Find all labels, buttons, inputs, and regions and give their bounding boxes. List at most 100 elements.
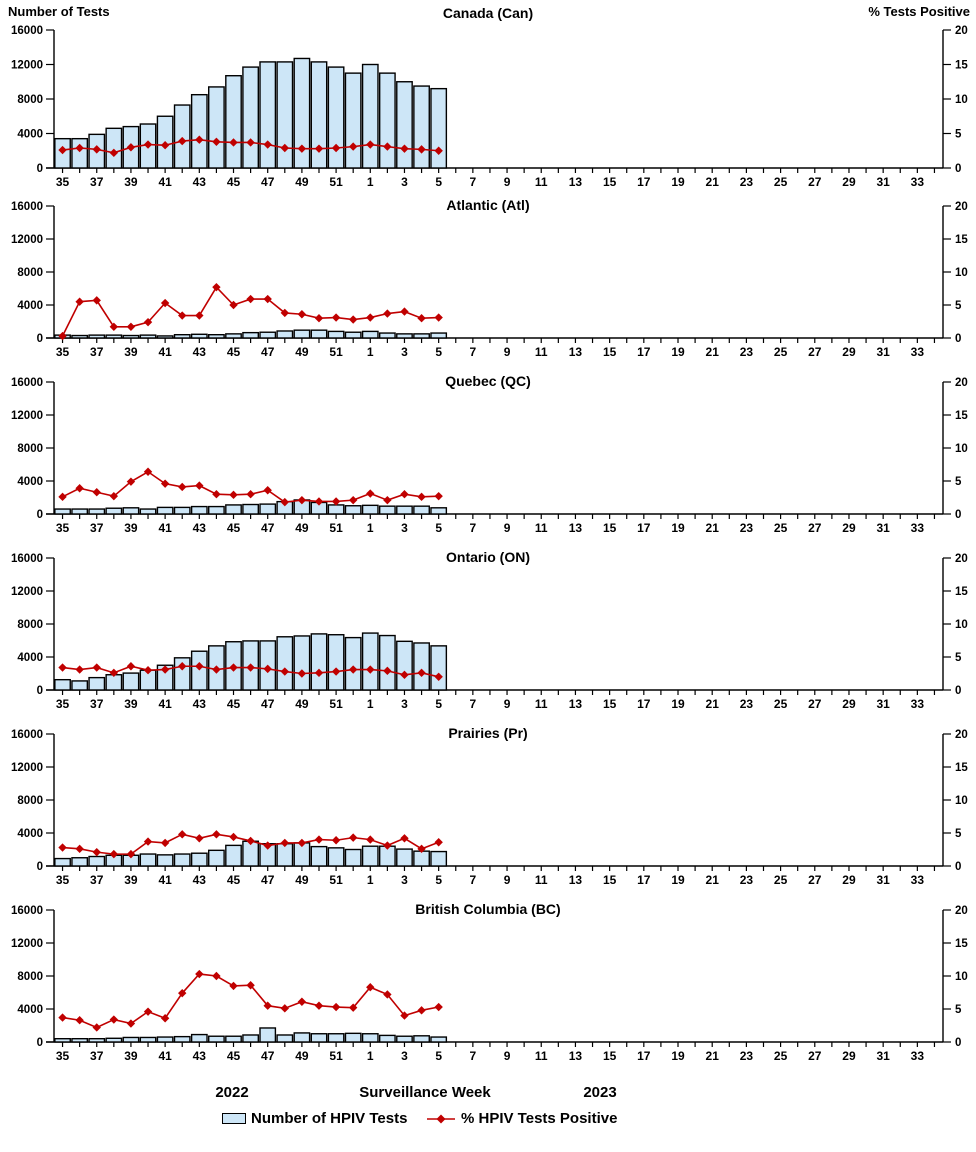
positivity-line-swatch	[427, 1114, 455, 1123]
y-right-tick-label: 15	[955, 410, 968, 422]
positivity-point	[331, 836, 341, 845]
tests-bar	[413, 505, 430, 515]
x-tick-label: 29	[842, 697, 856, 711]
tests-bar	[225, 504, 242, 515]
positivity-point	[366, 835, 375, 844]
tests-bar	[54, 857, 71, 867]
y-right-tick-label: 10	[955, 795, 968, 807]
tests-bar	[361, 504, 379, 515]
tests-bar	[259, 1027, 277, 1043]
x-tick-label: 23	[740, 345, 754, 359]
y-right-tick-label: 5	[955, 129, 962, 141]
positivity-point	[212, 971, 221, 981]
tests-bar	[293, 329, 311, 339]
x-tick-label: 49	[295, 1049, 309, 1063]
tests-bar	[71, 680, 89, 691]
tests-bar	[259, 503, 277, 515]
tests-bar	[139, 853, 157, 867]
x-tick-label: 13	[569, 521, 583, 535]
x-tick-label: 45	[227, 873, 241, 887]
positivity-point	[126, 477, 136, 486]
x-tick-label: 21	[706, 175, 720, 188]
x-tick-label: 35	[56, 1049, 70, 1063]
tests-bar	[413, 850, 430, 867]
y-left-tick-label: 8000	[17, 443, 43, 455]
positivity-point	[280, 143, 289, 153]
positivity-point	[58, 492, 67, 502]
tests-bar	[293, 635, 311, 691]
positivity-point	[229, 981, 238, 991]
y-right-tick-label: 5	[955, 828, 962, 840]
x-tick-label: 47	[261, 1049, 275, 1063]
positivity-point	[92, 488, 101, 497]
x-tick-label: 11	[535, 697, 548, 711]
x-tick-label: 29	[842, 1049, 856, 1063]
positivity-point	[417, 1006, 426, 1015]
x-tick-label: 11	[535, 873, 548, 887]
x-tick-label: 47	[261, 521, 275, 535]
x-tick-label: 11	[535, 175, 548, 188]
positivity-point	[263, 294, 272, 304]
tests-bar	[361, 845, 379, 867]
positivity-point	[160, 1014, 170, 1023]
y-right-tick-label: 15	[955, 762, 968, 774]
tests-bar	[139, 1036, 157, 1043]
positivity-point	[400, 144, 409, 153]
x-tick-label: 33	[911, 175, 925, 188]
tests-bar	[430, 332, 448, 339]
tests-bar	[378, 634, 396, 691]
tests-bar	[276, 636, 294, 691]
y-left-tick-label: 8000	[17, 267, 43, 279]
x-tick-label: 23	[740, 175, 754, 188]
positivity-point	[178, 662, 187, 671]
tests-bar	[430, 850, 448, 867]
positivity-point	[331, 1002, 341, 1012]
x-tick-label: 5	[435, 873, 442, 887]
positivity-point	[212, 830, 221, 839]
tests-bar	[310, 633, 328, 691]
x-tick-label: 39	[124, 697, 138, 711]
positivity-point	[109, 148, 119, 158]
x-tick-label: 19	[671, 175, 685, 188]
y-left-tick-label: 16000	[11, 377, 43, 389]
positivity-point	[434, 838, 443, 847]
tests-bar	[242, 1034, 260, 1043]
x-tick-label: 33	[911, 1049, 925, 1063]
x-tick-label: 9	[504, 175, 511, 188]
tests-bar	[361, 632, 379, 691]
x-tick-label: 1	[367, 697, 374, 711]
tests-bar	[242, 503, 260, 515]
tests-bar	[208, 505, 225, 515]
tests-bar	[190, 852, 208, 867]
x-tick-label: 7	[470, 1049, 477, 1063]
x-tick-label: 5	[435, 521, 442, 535]
x-tick-label: 17	[637, 1049, 651, 1063]
x-tick-label: 15	[603, 175, 617, 188]
x-tick-label: 9	[504, 1049, 511, 1063]
positivity-point	[92, 296, 101, 305]
x-tick-label: 43	[193, 175, 207, 188]
x-tick-label: 37	[90, 521, 104, 535]
panel-title-prairies: Prairies (Pr)	[448, 725, 528, 741]
chart-footer: 2022 Surveillance Week 2023 Number of HP…	[0, 1068, 976, 1152]
panel-title-canada: Canada (Can)	[442, 5, 534, 21]
positivity-point	[92, 663, 101, 672]
x-tick-label: 17	[637, 873, 651, 887]
x-tick-label: 29	[842, 521, 856, 535]
tests-bar	[71, 137, 89, 169]
y-right-tick-label: 5	[955, 1004, 962, 1016]
x-tick-label: 35	[56, 345, 70, 359]
x-tick-label: 9	[504, 521, 511, 535]
positivity-point	[229, 490, 238, 500]
tests-bar	[413, 642, 430, 691]
x-tick-label: 7	[470, 697, 477, 711]
tests-bar	[327, 66, 345, 169]
legend-item-tests: Number of HPIV Tests	[222, 1110, 407, 1127]
x-tick-label: 9	[504, 697, 511, 711]
tests-bar	[173, 1035, 191, 1043]
positivity-point	[75, 484, 84, 493]
y-right-tick-label: 10	[955, 94, 968, 106]
y-left-tick-label: 8000	[17, 971, 43, 983]
